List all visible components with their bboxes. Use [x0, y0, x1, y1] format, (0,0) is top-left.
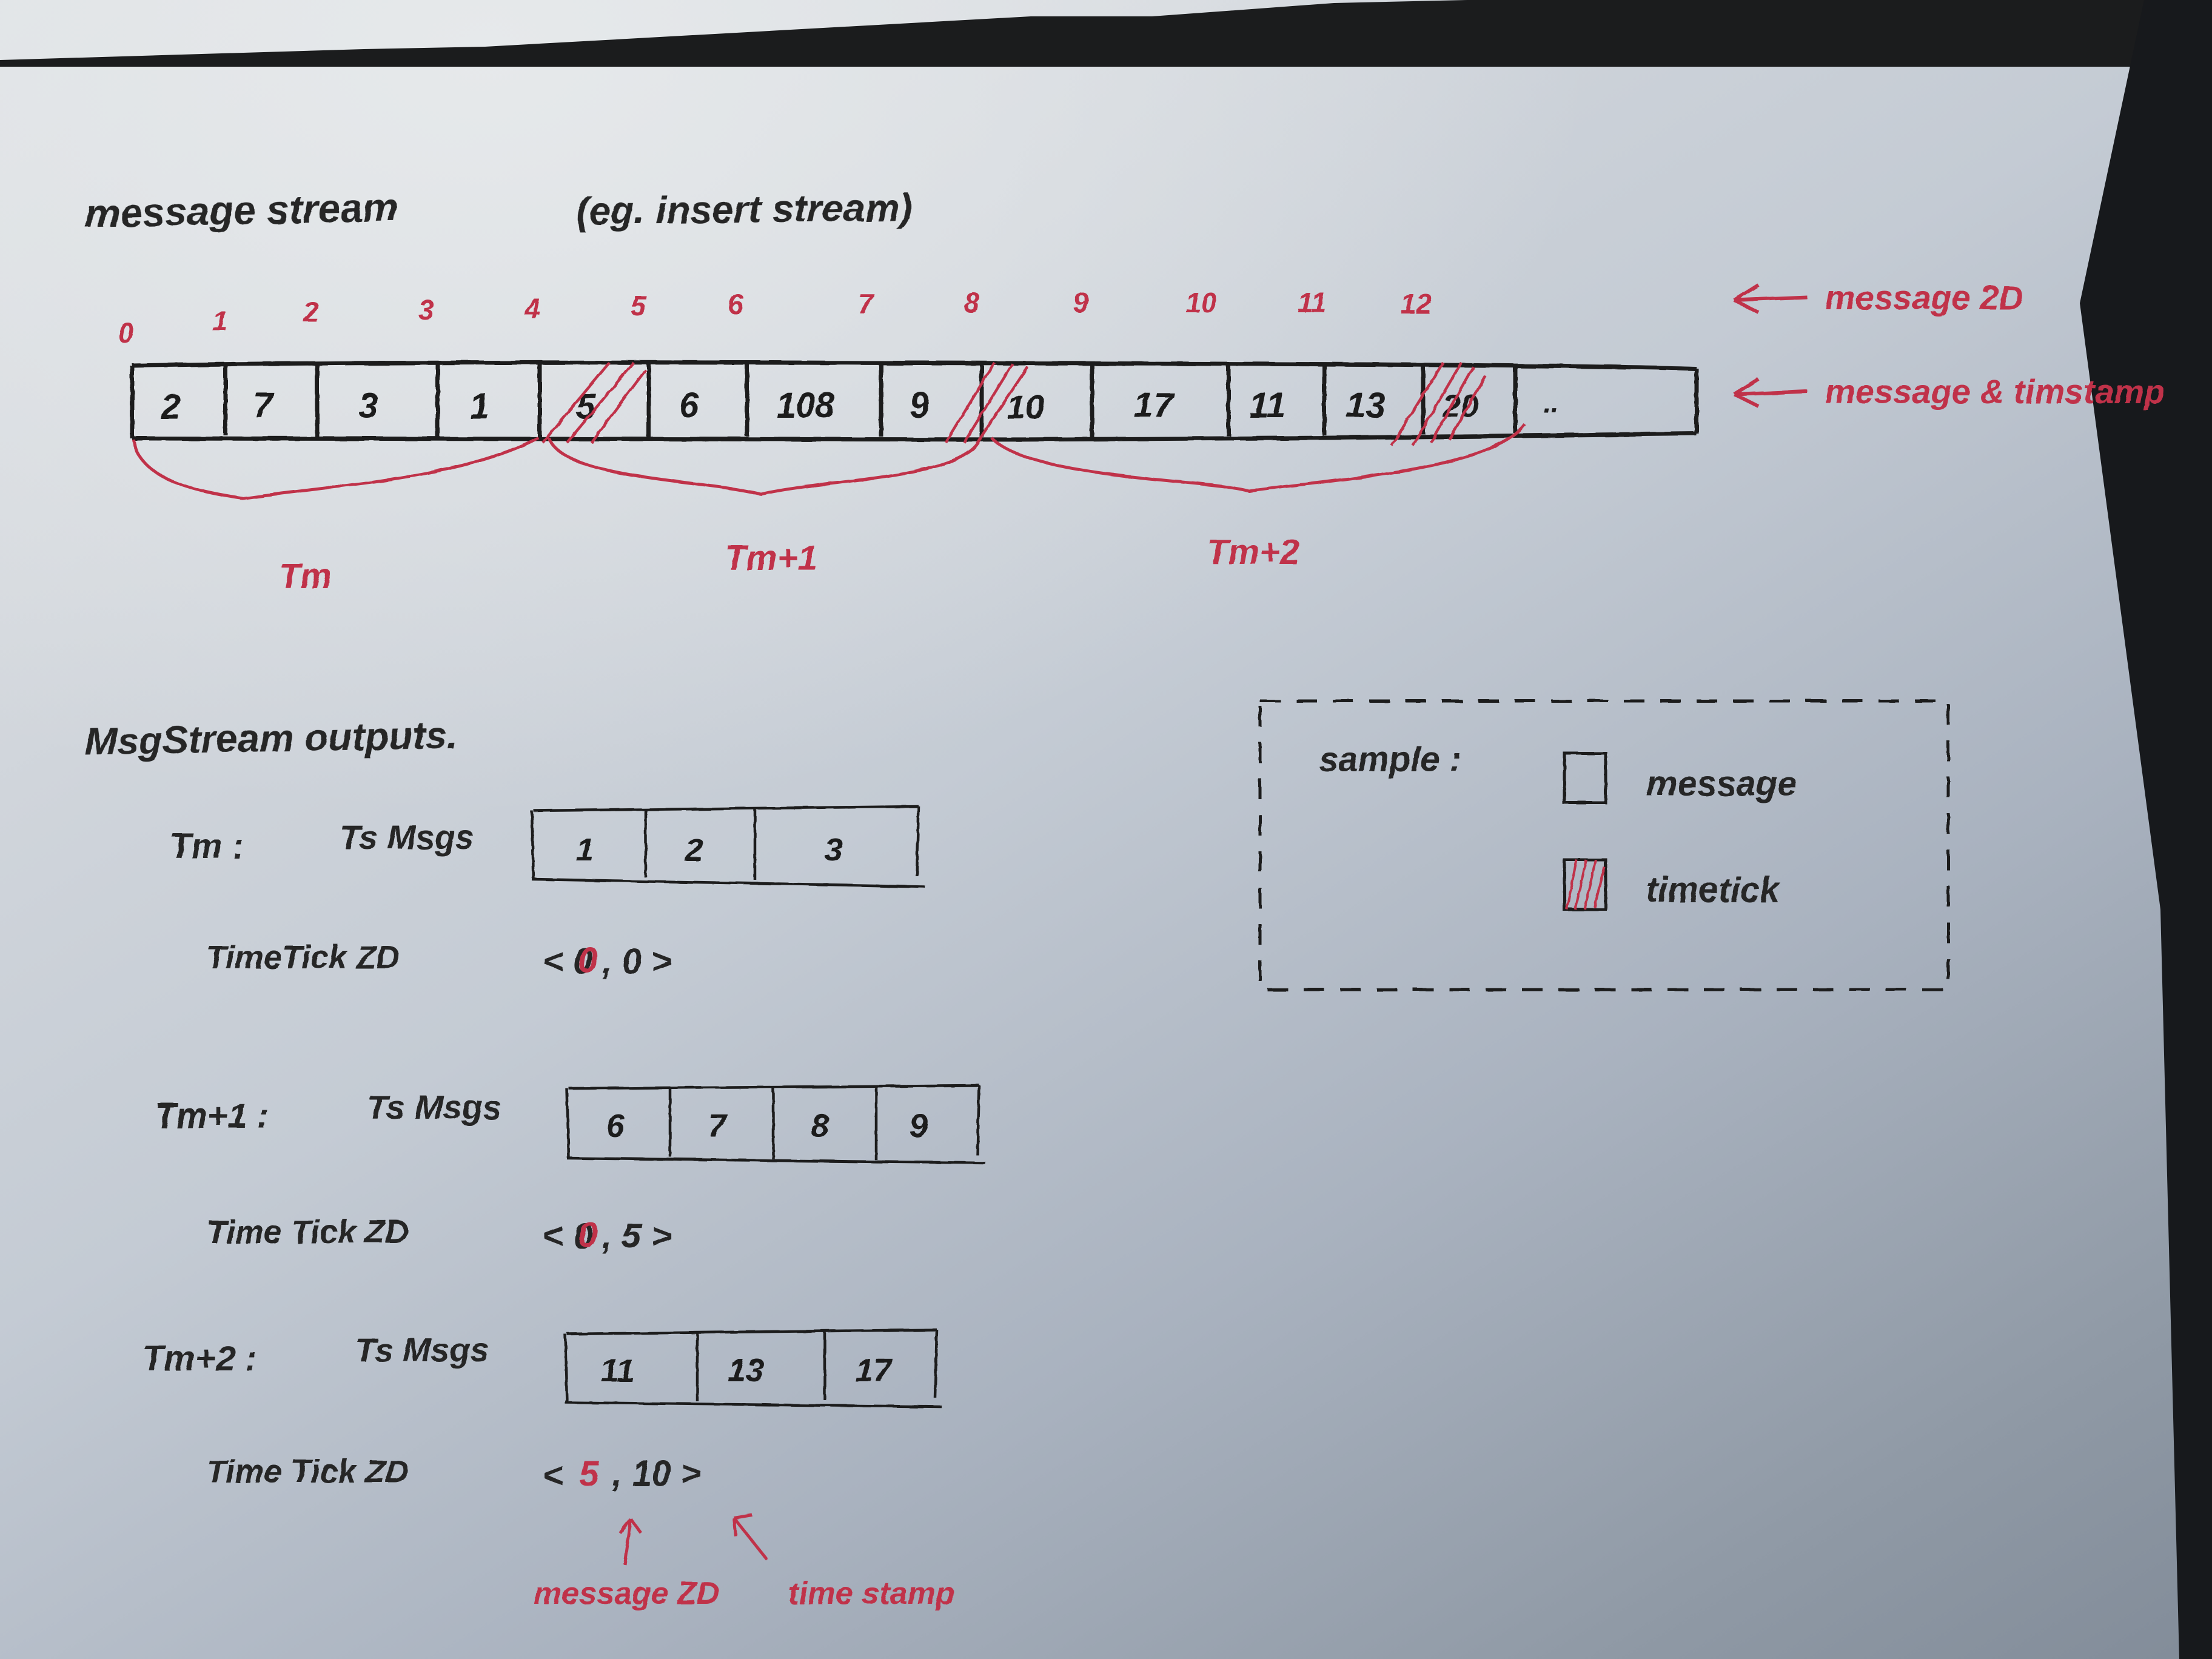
- svg-text:timetick: timetick: [1646, 870, 1781, 910]
- svg-text:sample :: sample :: [1319, 740, 1461, 779]
- svg-text:message: message: [1646, 764, 1797, 803]
